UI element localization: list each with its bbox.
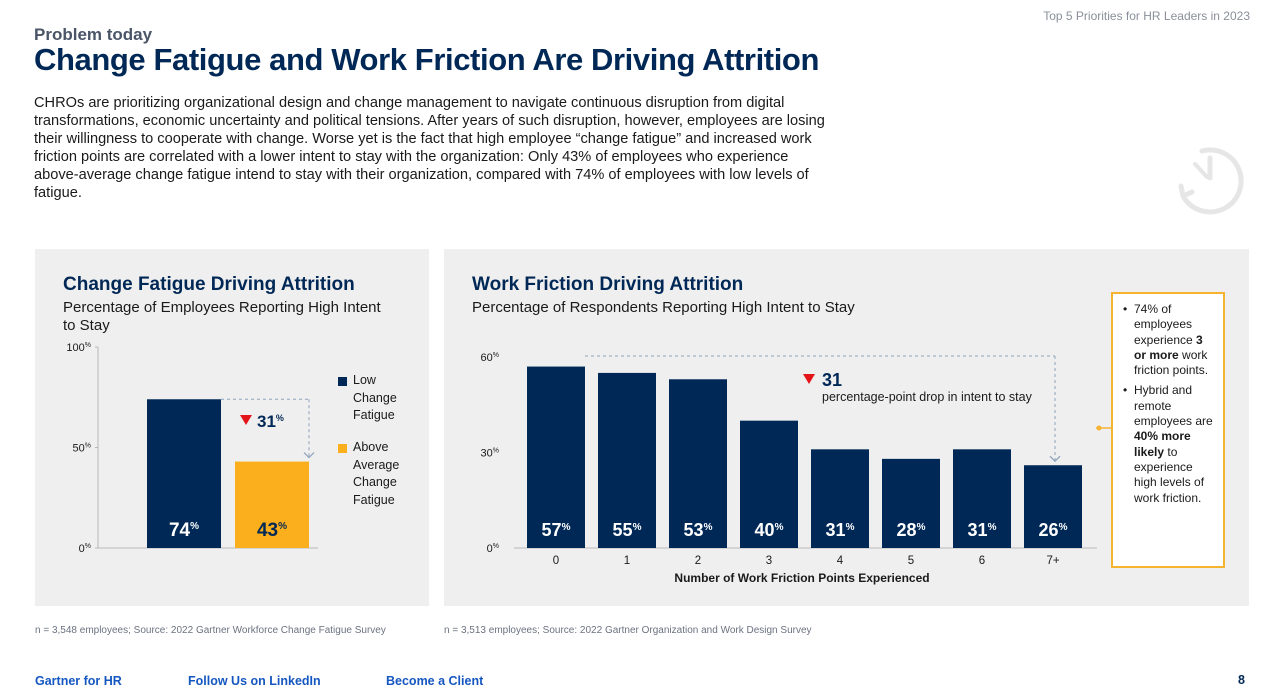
timer-icon bbox=[1178, 147, 1244, 215]
work-friction-chart: 0% 30% 60% 57% 0 55% 1 53% 2 40% 3 31% 4 28% 5 31% 6 26%… bbox=[481, 352, 1097, 585]
footnote-right: n = 3,513 employees; Source: 2022 Gartne… bbox=[444, 625, 812, 636]
x-tick-label: 2 bbox=[695, 555, 701, 567]
y-tick-label: 0% bbox=[487, 543, 499, 555]
bar bbox=[740, 420, 798, 548]
change-fatigue-chart: 0% 50% 100% 74% 43% 31% bbox=[66, 342, 318, 554]
change-fatigue-subtitle: Percentage of Employees Reporting High I… bbox=[63, 299, 381, 334]
x-tick-label: 5 bbox=[908, 555, 914, 567]
down-triangle-icon bbox=[803, 374, 815, 384]
x-tick-label: 3 bbox=[766, 555, 772, 567]
x-tick-label: 1 bbox=[624, 555, 630, 567]
legend-label-above: Above Average Change Fatigue bbox=[353, 440, 400, 507]
work-friction-subtitle: Percentage of Respondents Reporting High… bbox=[472, 299, 855, 316]
change-fatigue-panel: Change Fatigue Driving Attrition Percent… bbox=[35, 249, 429, 606]
x-tick-label: 6 bbox=[979, 555, 985, 567]
page-headline: Change Fatigue and Work Friction Are Dri… bbox=[34, 42, 820, 77]
bar-value-label: 31% bbox=[826, 520, 855, 540]
drop-arrow-head bbox=[1049, 455, 1061, 463]
bar bbox=[235, 461, 309, 548]
bar-value-label: 43% bbox=[257, 520, 287, 541]
bar bbox=[811, 449, 869, 548]
bar-value-label: 28% bbox=[897, 520, 926, 540]
drop-value: 31% bbox=[257, 412, 284, 431]
change-fatigue-title: Change Fatigue Driving Attrition bbox=[63, 274, 355, 295]
work-friction-x-axis-title: Number of Work Friction Points Experienc… bbox=[674, 571, 929, 585]
bar bbox=[953, 449, 1011, 548]
x-tick-label: 7+ bbox=[1046, 555, 1059, 567]
y-tick-label: 60% bbox=[481, 352, 499, 364]
intro-paragraph: CHROs are prioritizing organizational de… bbox=[34, 95, 825, 201]
down-triangle-icon bbox=[240, 415, 252, 425]
callout-connector bbox=[1096, 425, 1113, 431]
bar bbox=[669, 379, 727, 548]
callout-item: Hybrid and remote employees are 40% more… bbox=[1123, 383, 1215, 505]
bar bbox=[147, 399, 221, 548]
bar-value-label: 31% bbox=[968, 520, 997, 540]
work-friction-title: Work Friction Driving Attrition bbox=[472, 274, 744, 295]
drop-arrow-head bbox=[303, 452, 315, 459]
bar-value-label: 40% bbox=[755, 520, 784, 540]
drop-value: 31 bbox=[822, 370, 842, 390]
bar-value-label: 55% bbox=[613, 520, 642, 540]
legend-swatch-low bbox=[338, 377, 347, 386]
section-eyebrow: Problem today bbox=[34, 25, 153, 44]
bar bbox=[1024, 465, 1082, 548]
bar-value-label: 53% bbox=[684, 520, 713, 540]
page-number: 8 bbox=[1238, 673, 1245, 687]
gartner-for-hr-link[interactable]: Gartner for HR bbox=[35, 674, 122, 688]
bar-value-label: 57% bbox=[542, 520, 571, 540]
bar bbox=[598, 372, 656, 548]
bar bbox=[527, 366, 585, 548]
y-tick-label: 0% bbox=[79, 543, 91, 554]
bar bbox=[882, 458, 940, 548]
y-tick-label: 50% bbox=[73, 443, 91, 455]
bar-value-label: 26% bbox=[1039, 520, 1068, 540]
bar-value-label: 74% bbox=[169, 520, 199, 541]
footnote-left: n = 3,548 employees; Source: 2022 Gartne… bbox=[35, 625, 386, 636]
x-tick-label: 4 bbox=[837, 555, 844, 567]
y-tick-label: 30% bbox=[481, 448, 499, 460]
y-tick-label: 100% bbox=[66, 342, 91, 354]
legend-label-low: Low Change Fatigue bbox=[353, 373, 397, 422]
document-title: Top 5 Priorities for HR Leaders in 2023 bbox=[1043, 9, 1250, 23]
become-client-link[interactable]: Become a Client bbox=[386, 674, 484, 688]
drop-annotation-text: percentage-point drop in intent to stay bbox=[822, 390, 1033, 404]
x-tick-label: 0 bbox=[553, 555, 559, 567]
callout-item: 74% of employees experience 3 or more wo… bbox=[1123, 302, 1215, 378]
legend-swatch-above bbox=[338, 444, 347, 453]
work-friction-callout: 74% of employees experience 3 or more wo… bbox=[1096, 292, 1225, 568]
linkedin-link[interactable]: Follow Us on LinkedIn bbox=[188, 674, 321, 688]
